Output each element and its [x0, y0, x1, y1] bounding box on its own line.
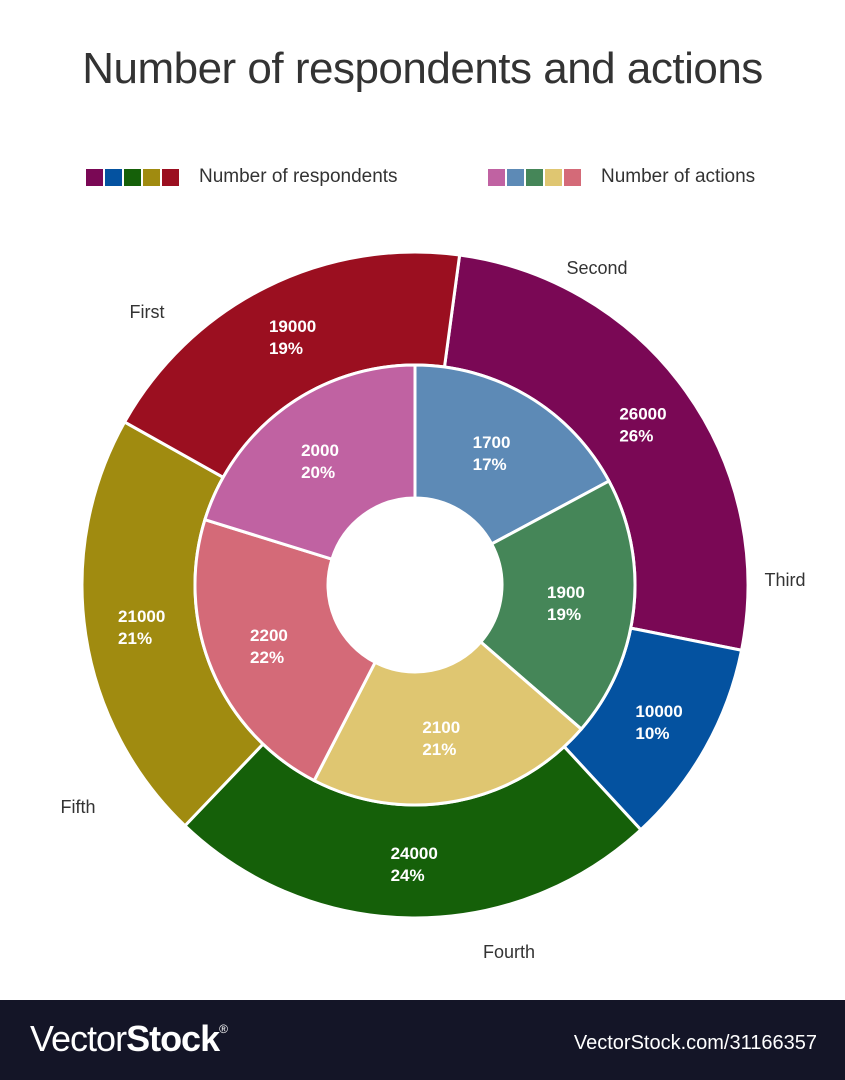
legend-swatch: [526, 168, 543, 186]
legend-label: Number of actions: [601, 166, 756, 187]
segment-value-label: 10000 10%: [635, 702, 682, 743]
image-reference: VectorStock.com/31166357: [573, 1032, 817, 1054]
category-labels: First Second Third Fourth Fifth: [60, 258, 805, 962]
segment-value-label: 19000 19%: [269, 317, 316, 358]
segment-value-label: 1900 19%: [547, 583, 585, 624]
legend-swatch: [564, 168, 581, 186]
legend-swatch: [545, 168, 562, 186]
legend-swatches: [488, 168, 581, 186]
category-label-first: First: [130, 302, 165, 322]
legend-swatches: [86, 168, 179, 186]
inner-ring-actions: [193, 363, 637, 807]
segment-second: [413, 363, 611, 546]
legend-swatch: [143, 168, 160, 186]
legend-swatch: [86, 168, 103, 186]
legend-swatch: [162, 168, 179, 186]
legend-respondents: Number of respondents: [86, 165, 398, 189]
legend-actions: Number of actions: [488, 165, 755, 189]
segment-value-label: 2200 22%: [250, 626, 288, 667]
legend-swatch: [105, 168, 122, 186]
registered-mark: ®: [219, 1022, 228, 1036]
segment-labels: 26000 26% 10000 10% 24000 24% 21000 21% 19000 19%…: [118, 317, 683, 885]
category-label-second: Second: [566, 258, 627, 278]
segment-fifth: [193, 517, 378, 783]
segment-fourth: [312, 639, 584, 807]
donut-chart: 26000 26% 10000 10% 24000 24% 21000 21% 19000 19%…: [60, 250, 806, 962]
segment-third: [478, 479, 637, 732]
segment-value-label: 1700 17%: [473, 433, 511, 474]
brand-light: Vector: [30, 1018, 127, 1059]
brand-logo: VectorStock®: [30, 1018, 228, 1060]
segment-first: [203, 363, 417, 562]
footer-watermark: VectorStock® VectorStock.com/31166357: [0, 1000, 845, 1080]
legend-label: Number of respondents: [199, 166, 398, 187]
category-label-third: Third: [764, 570, 805, 590]
legend-swatch: [507, 168, 524, 186]
legend-swatch: [488, 168, 505, 186]
category-label-fourth: Fourth: [483, 942, 535, 962]
chart-title: Number of respondents and actions: [82, 44, 763, 93]
segment-value-label: 2100 21%: [422, 718, 460, 759]
segment-value-label: 26000 26%: [619, 405, 666, 446]
segment-value-label: 21000 21%: [118, 607, 165, 648]
category-label-fifth: Fifth: [60, 797, 95, 817]
segment-value-label: 24000 24%: [391, 844, 438, 885]
brand-bold: Stock: [126, 1018, 220, 1059]
legend-swatch: [124, 168, 141, 186]
segment-value-label: 2000 20%: [301, 441, 339, 482]
outer-ring-respondents: [80, 250, 750, 920]
